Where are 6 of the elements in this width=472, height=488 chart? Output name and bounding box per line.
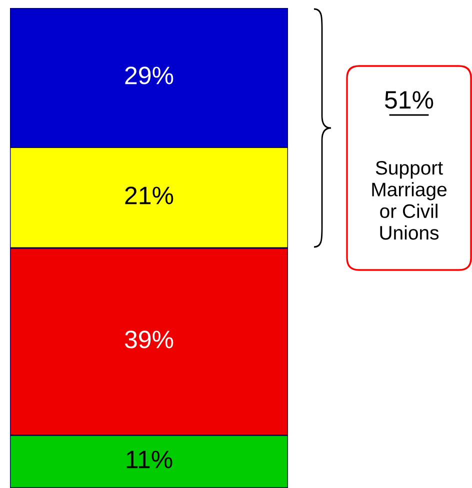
- data-label: 29%: [125, 66, 174, 84]
- data-label: 11%: [126, 450, 172, 468]
- data-label: 39%: [124, 330, 174, 348]
- text: 51%: [384, 91, 434, 109]
- text: Support Marriage or Civil Unions: [372, 160, 446, 240]
- data-label: 21%: [125, 186, 174, 204]
